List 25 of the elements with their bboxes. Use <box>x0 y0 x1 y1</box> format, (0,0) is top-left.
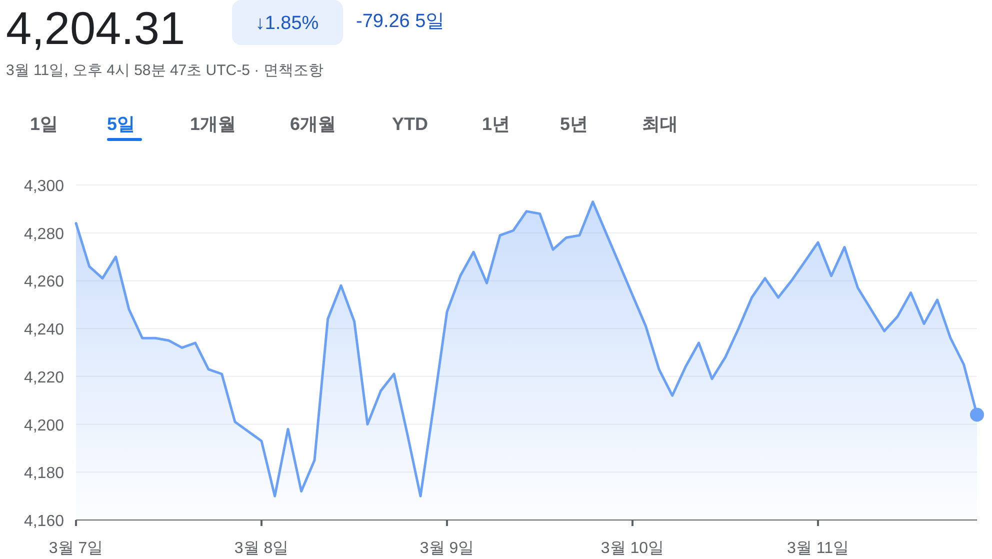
text: 최대 <box>642 114 678 134</box>
y-tick-label: 4,300 <box>24 178 64 195</box>
text: 6개월 <box>290 114 336 134</box>
text: 1년 <box>482 114 510 134</box>
y-tick-label: 4,280 <box>24 226 64 243</box>
text: 5년 <box>560 114 588 134</box>
text: YTD <box>392 114 428 134</box>
text: -79.26 5일 <box>356 11 445 32</box>
y-tick-label: 4,200 <box>24 417 64 434</box>
y-tick-label: 4,220 <box>24 369 64 386</box>
text: 1개월 <box>190 114 236 134</box>
x-tick-label: 3월 8일 <box>234 540 289 557</box>
chart-title: 4,204.31 <box>6 2 186 54</box>
x-tick-label: 3월 11일 <box>787 540 849 557</box>
y-tick-label: 4,160 <box>24 513 64 530</box>
y-tick-label: 4,180 <box>24 465 64 482</box>
x-tick-label: 3월 10일 <box>600 540 664 557</box>
text: 1일 <box>30 114 58 134</box>
y-tick-label: 4,240 <box>24 322 64 339</box>
y-tick-label: 4,260 <box>24 274 64 291</box>
chart-subtitle: 3월 11일, 오후 4시 58분 47초 UTC-5 · 면책조항 <box>6 62 324 79</box>
text: 5일 <box>107 114 136 134</box>
x-tick-label: 3월 7일 <box>48 540 104 557</box>
x-tick-label: 3월 9일 <box>420 540 474 557</box>
text: ↓1.85% <box>255 13 319 34</box>
